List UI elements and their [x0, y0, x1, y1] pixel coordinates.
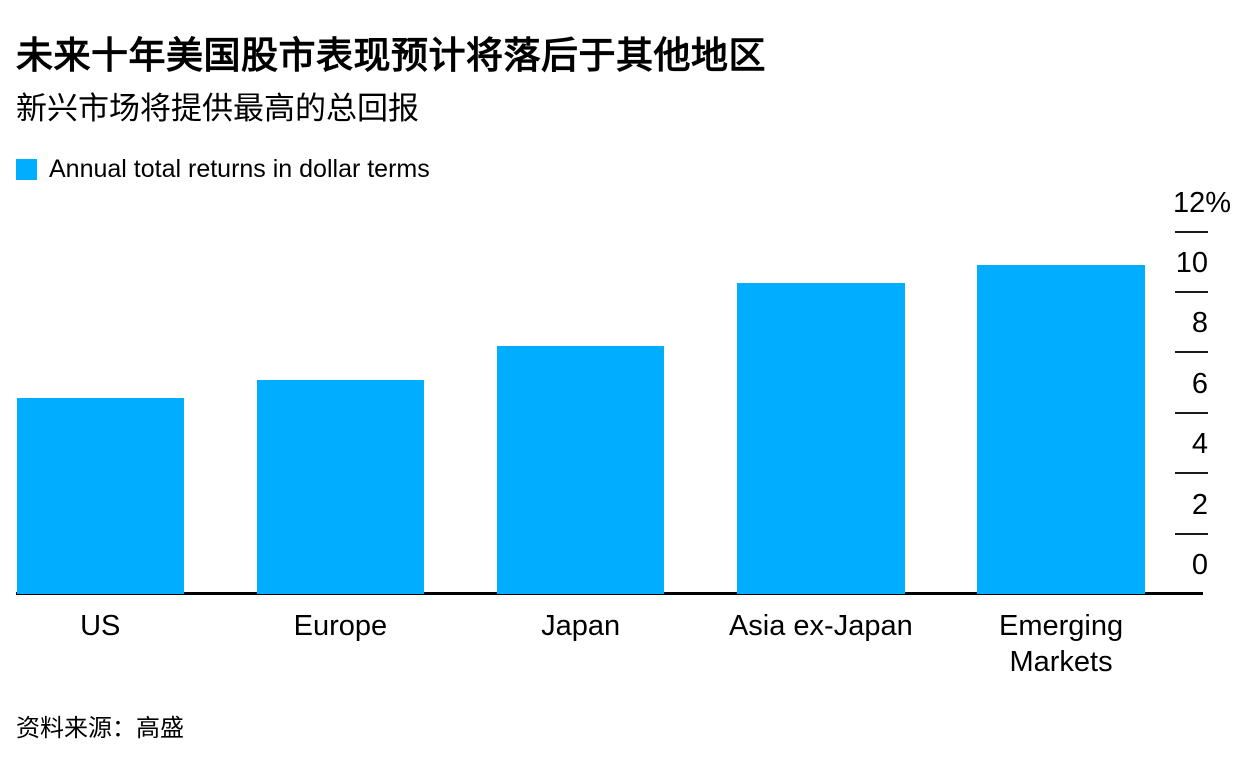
x-axis-label-asia-ex-japan: Asia ex-Japan [728, 610, 913, 642]
x-axis-label-us: US [80, 610, 121, 642]
y-axis-label: 8 [1191, 307, 1208, 340]
y-axis-label: 6 [1191, 367, 1208, 400]
source-note: 资料来源：高盛 [16, 715, 184, 742]
y-axis-label: 2 [1191, 488, 1208, 521]
chart-title: 未来十年美国股市表现预计将落后于其他地区 [16, 35, 766, 76]
y-axis-tick [1175, 291, 1208, 293]
bar-europe [256, 379, 425, 594]
y-axis-tick [1175, 472, 1208, 475]
y-axis-label: 4 [1191, 428, 1208, 461]
x-axis-label-emerging-markets: Emerging Markets [998, 610, 1124, 678]
legend-swatch-icon [16, 158, 37, 180]
legend-label: Annual total returns in dollar terms [49, 155, 430, 183]
y-axis-label: 10 [1175, 247, 1208, 279]
y-axis-tick [1175, 351, 1208, 354]
x-axis-label-japan: Japan [541, 610, 621, 642]
y-axis-tick [1175, 230, 1208, 233]
y-axis-tick [1175, 532, 1208, 535]
chart-subtitle: 新兴市场将提供最高的总回报 [16, 91, 419, 126]
y-axis-tick [1175, 411, 1208, 414]
legend: Annual total returns in dollar terms [16, 156, 430, 182]
bar-us [16, 397, 184, 594]
bar-emerging-markets [977, 264, 1145, 594]
x-axis-label-europe: Europe [293, 610, 388, 642]
y-axis-label: 0 [1191, 549, 1208, 581]
y-axis-label: 12% [1172, 186, 1231, 219]
bar-japan [496, 346, 665, 594]
bar-asia-ex-japan [737, 282, 905, 594]
